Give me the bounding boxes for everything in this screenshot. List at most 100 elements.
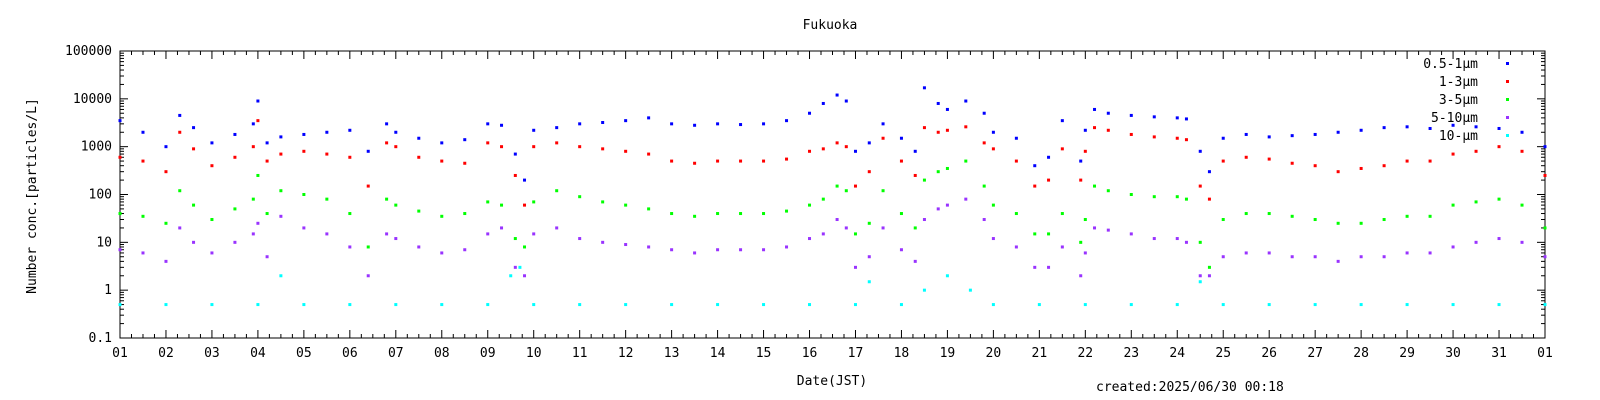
x-tick-label: 02: [158, 346, 174, 361]
data-point: [1244, 132, 1248, 136]
data-point: [1382, 164, 1386, 168]
data-point: [1184, 197, 1188, 201]
data-point: [302, 303, 306, 307]
data-point: [693, 214, 697, 218]
data-point: [1083, 218, 1087, 222]
data-point: [1313, 218, 1317, 222]
data-point: [578, 122, 582, 126]
data-point: [463, 212, 467, 216]
data-point: [1106, 111, 1110, 115]
data-point: [693, 161, 697, 165]
data-point: [385, 141, 389, 145]
data-point: [1083, 251, 1087, 255]
data-point: [982, 184, 986, 188]
data-point: [739, 123, 743, 127]
data-point: [922, 288, 926, 292]
data-point: [463, 138, 467, 142]
data-point: [1198, 149, 1202, 153]
x-tick-label: 31: [1491, 346, 1507, 361]
data-point: [279, 135, 283, 139]
data-point: [762, 122, 766, 126]
data-point: [922, 178, 926, 182]
data-point: [1033, 164, 1037, 168]
data-point: [1198, 274, 1202, 278]
data-point: [486, 141, 490, 145]
data-point: [1221, 255, 1225, 259]
data-point: [899, 303, 903, 307]
data-point: [463, 248, 467, 252]
data-point: [1047, 155, 1051, 159]
data-point: [899, 136, 903, 140]
data-point: [486, 200, 490, 204]
data-point: [279, 214, 283, 218]
data-point: [945, 166, 949, 170]
data-point: [164, 145, 168, 149]
data-point: [716, 159, 720, 163]
data-point: [739, 248, 743, 252]
data-point: [762, 212, 766, 216]
data-point: [1359, 255, 1363, 259]
x-tick-label: 21: [1032, 346, 1048, 361]
data-point: [601, 121, 605, 125]
data-point: [265, 141, 269, 145]
data-point: [1221, 303, 1225, 307]
data-point: [1079, 240, 1083, 244]
data-point: [1520, 240, 1524, 244]
data-point: [210, 164, 214, 168]
data-point: [913, 173, 917, 177]
data-point: [964, 99, 968, 103]
data-point: [1079, 178, 1083, 182]
data-point: [1428, 251, 1432, 255]
x-tick-label: 01: [112, 346, 128, 361]
legend-label: 3-5μm: [1439, 93, 1478, 108]
data-point: [265, 212, 269, 216]
x-tick-label: 11: [572, 346, 588, 361]
x-tick-label: 20: [986, 346, 1002, 361]
data-point: [844, 145, 848, 149]
data-point: [785, 157, 789, 161]
data-point: [578, 145, 582, 149]
data-point: [1152, 237, 1156, 241]
data-point: [1313, 303, 1317, 307]
data-point: [1047, 232, 1051, 236]
data-point: [835, 141, 839, 145]
y-tick-label: 10: [96, 235, 112, 250]
series-2: [118, 119, 1547, 207]
data-point: [233, 240, 237, 244]
data-point: [1520, 149, 1524, 153]
data-point: [1313, 164, 1317, 168]
data-point: [844, 226, 848, 230]
data-point: [922, 126, 926, 130]
data-point: [440, 303, 444, 307]
data-point: [192, 147, 196, 151]
data-point: [118, 248, 122, 252]
data-point: [555, 126, 559, 130]
data-point: [1290, 161, 1294, 165]
data-point: [251, 197, 255, 201]
data-point: [348, 128, 352, 132]
data-point: [1129, 132, 1133, 136]
data-point: [1520, 203, 1524, 207]
data-point: [867, 141, 871, 145]
data-point: [624, 303, 628, 307]
data-point: [964, 159, 968, 163]
data-point: [233, 155, 237, 159]
x-tick-label: 15: [756, 346, 772, 361]
data-point: [417, 209, 421, 213]
data-point: [936, 130, 940, 134]
data-point: [164, 259, 168, 263]
data-point: [1060, 212, 1064, 216]
data-point: [670, 248, 674, 252]
data-point: [394, 130, 398, 134]
y-tick-label: 1: [104, 283, 112, 298]
legend-label: 0.5-1μm: [1423, 57, 1478, 72]
data-point: [513, 237, 517, 241]
data-point: [1474, 149, 1478, 153]
data-point: [532, 128, 536, 132]
data-point: [325, 130, 329, 134]
data-point: [853, 265, 857, 269]
data-point: [523, 203, 527, 207]
data-point: [867, 170, 871, 174]
data-point: [532, 200, 536, 204]
data-point: [500, 145, 504, 149]
